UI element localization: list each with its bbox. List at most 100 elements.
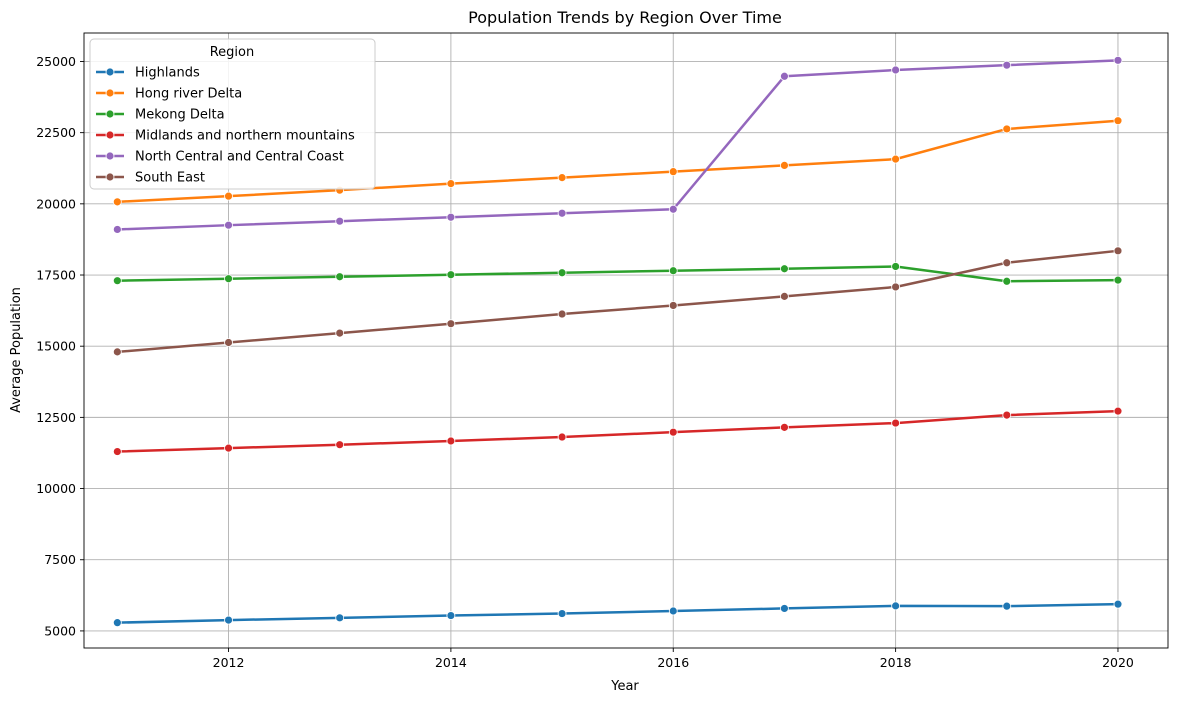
data-point — [446, 179, 456, 189]
legend-item: Hong river Delta — [96, 87, 242, 102]
data-point — [112, 197, 122, 207]
data-point — [112, 447, 122, 456]
plot-frame — [83, 32, 1169, 649]
data-point — [780, 71, 789, 81]
data-point — [335, 613, 345, 623]
legend: Region Highlands Hong river Delta Mekong D… — [89, 38, 376, 190]
legend-box — [89, 38, 376, 190]
data-point — [446, 611, 456, 620]
legend-marker — [105, 67, 115, 77]
data-point — [557, 208, 567, 218]
x-tick-label: 2014 — [435, 655, 467, 670]
data-point — [335, 328, 345, 338]
x-axis-label: Year — [610, 679, 639, 694]
legend-label: North Central and Central Coast — [135, 150, 344, 165]
data-point — [780, 291, 789, 301]
series-lines — [112, 55, 1123, 628]
data-point — [335, 216, 345, 226]
data-point — [1113, 406, 1123, 416]
data-point — [112, 347, 122, 357]
legend-item: Midlands and northern mountains — [96, 129, 355, 144]
data-point — [891, 154, 901, 164]
data-point — [557, 173, 567, 183]
legend-title: Region — [210, 45, 255, 60]
data-point — [891, 282, 901, 292]
series-line — [117, 59, 1119, 231]
data-point — [891, 262, 901, 271]
y-tick-label: 25000 — [36, 54, 76, 69]
x-tick-label: 2020 — [1102, 655, 1134, 670]
data-point — [446, 319, 456, 329]
data-point — [557, 432, 567, 442]
data-point — [224, 274, 233, 284]
legend-marker — [105, 109, 115, 119]
data-point — [668, 427, 678, 437]
series-line — [117, 119, 1119, 204]
data-point — [668, 167, 678, 177]
x-tick-label: 2016 — [657, 655, 689, 670]
data-point — [780, 264, 789, 274]
data-point — [224, 615, 233, 625]
y-tick-label: 12500 — [36, 410, 76, 425]
data-point — [668, 204, 678, 214]
data-point — [1002, 258, 1012, 268]
data-point — [780, 422, 789, 432]
data-point — [1002, 601, 1012, 611]
data-point — [224, 220, 233, 230]
y-tick-label: 5000 — [44, 623, 76, 638]
y-axis-label: Average Population — [9, 287, 24, 413]
data-point — [780, 604, 789, 613]
y-tick-label: 17500 — [36, 268, 76, 283]
series-3 — [112, 406, 1123, 456]
data-point — [891, 65, 901, 75]
data-point — [112, 276, 122, 286]
data-point — [780, 160, 789, 170]
series-line — [117, 602, 1118, 624]
legend-marker — [105, 172, 115, 182]
x-tick-label: 2018 — [880, 655, 912, 670]
series-4 — [112, 55, 1123, 234]
legend-item: Mekong Delta — [96, 108, 225, 123]
legend-label: South East — [135, 171, 205, 186]
grid — [84, 33, 1168, 648]
chart-title: Population Trends by Region Over Time — [468, 8, 782, 27]
y-tick-label: 10000 — [36, 481, 76, 496]
data-point — [446, 270, 456, 280]
legend-label: Midlands and northern mountains — [135, 129, 355, 144]
data-point — [891, 601, 901, 611]
data-point — [1113, 246, 1123, 256]
data-point — [1113, 116, 1123, 126]
data-point — [557, 268, 567, 278]
legend-label: Highlands — [135, 66, 200, 81]
data-point — [446, 212, 456, 222]
data-point — [668, 301, 678, 310]
x-tick-label: 2012 — [213, 655, 245, 670]
axes: 2012 2014 2016 2018 2020 5000 7500 10000 12500 15… — [36, 32, 1169, 670]
data-point — [891, 418, 901, 428]
data-point — [446, 436, 456, 446]
series-line — [117, 409, 1119, 453]
data-point — [224, 338, 233, 347]
series-1 — [112, 116, 1123, 207]
data-point — [1002, 276, 1012, 286]
data-point — [1002, 60, 1012, 70]
data-point — [112, 618, 122, 628]
data-point — [557, 609, 567, 618]
legend-marker — [105, 130, 115, 140]
series-5 — [112, 246, 1123, 357]
data-point — [112, 225, 122, 234]
series-line — [117, 249, 1119, 354]
y-tick-label: 7500 — [44, 552, 76, 567]
data-point — [1113, 275, 1123, 285]
data-point — [1113, 55, 1123, 65]
series-line — [117, 265, 1118, 283]
data-point — [668, 606, 678, 616]
legend-marker — [105, 88, 115, 98]
y-tick-label: 15000 — [36, 339, 76, 354]
legend-label: Mekong Delta — [135, 108, 225, 123]
y-tick-label: 20000 — [36, 196, 76, 211]
legend-item: South East — [96, 171, 205, 186]
data-point — [1002, 124, 1012, 134]
